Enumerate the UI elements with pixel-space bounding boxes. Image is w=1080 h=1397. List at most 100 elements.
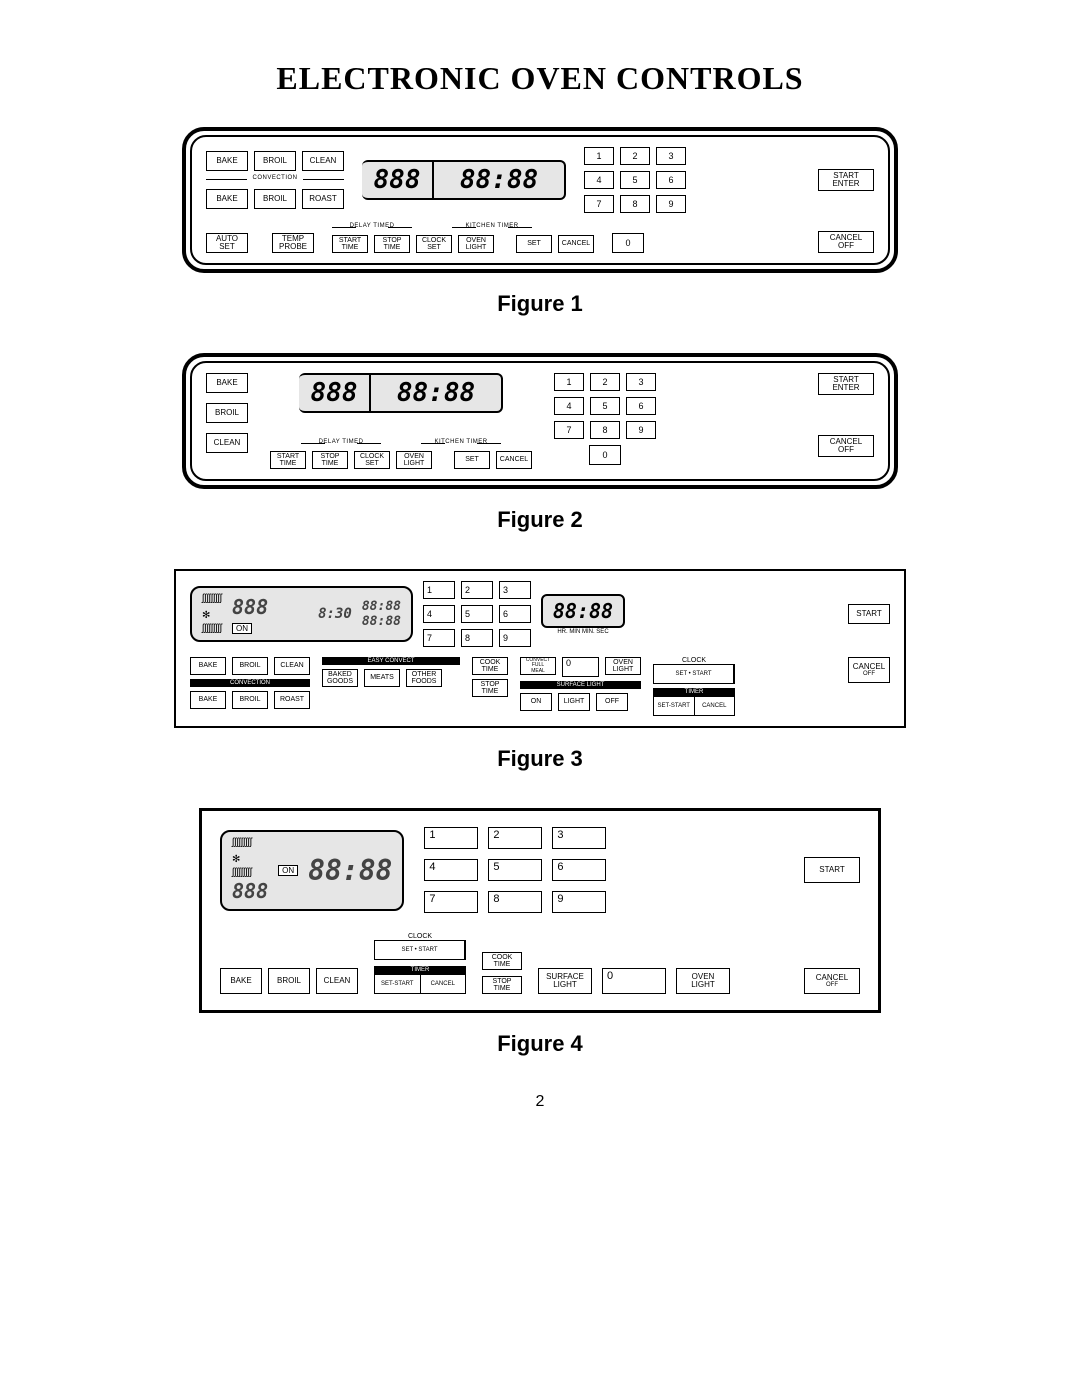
key-5[interactable]: 5: [620, 171, 650, 189]
cancel-button-f2[interactable]: CANCEL: [496, 451, 532, 469]
bake-button-f4[interactable]: BAKE: [220, 968, 262, 994]
clock-set-button-f2[interactable]: CLOCKSET: [354, 451, 390, 469]
key-7-f4[interactable]: 7: [424, 891, 478, 913]
stop-time-button-f4[interactable]: STOPTIME: [482, 976, 522, 994]
key-0[interactable]: 0: [612, 233, 644, 253]
oven-light-button-f4[interactable]: OVENLIGHT: [676, 968, 730, 994]
key-2-f2[interactable]: 2: [590, 373, 620, 391]
key-2-f4[interactable]: 2: [488, 827, 542, 849]
start-button-f3[interactable]: START: [848, 604, 890, 624]
other-foods-button[interactable]: OTHERFOODS: [406, 669, 442, 687]
cancel-off-button-f4[interactable]: CANCELOFF: [804, 968, 860, 994]
start-time-button[interactable]: STARTTIME: [332, 235, 368, 253]
key-1-f2[interactable]: 1: [554, 373, 584, 391]
set-button-f2[interactable]: SET: [454, 451, 490, 469]
oven-light-button-f2[interactable]: OVENLIGHT: [396, 451, 432, 469]
off-button-f3[interactable]: OFF: [596, 693, 628, 711]
cancel-off-button-f3[interactable]: CANCELOFF: [848, 657, 890, 683]
stop-time-button-f3[interactable]: STOPTIME: [472, 679, 508, 697]
key-1[interactable]: 1: [584, 147, 614, 165]
temp-probe-button[interactable]: TEMPPROBE: [272, 233, 314, 253]
key-5-f3[interactable]: 5: [461, 605, 493, 623]
key-3[interactable]: 3: [656, 147, 686, 165]
clean-button-f4[interactable]: CLEAN: [316, 968, 358, 994]
key-4-f2[interactable]: 4: [554, 397, 584, 415]
broil-button[interactable]: BROIL: [254, 151, 296, 171]
clock-set-start-button-f3[interactable]: SET • START: [653, 664, 735, 684]
cook-time-button-f4[interactable]: COOKTIME: [482, 952, 522, 970]
bake-button-f2[interactable]: BAKE: [206, 373, 248, 393]
clean-button[interactable]: CLEAN: [302, 151, 344, 171]
key-8-f3[interactable]: 8: [461, 629, 493, 647]
key-0-f2[interactable]: 0: [589, 445, 621, 465]
start-button-f4[interactable]: START: [804, 857, 860, 883]
timer-set-cancel-button-f3[interactable]: SET-STARTCANCEL: [653, 696, 735, 716]
baked-goods-button[interactable]: BAKEDGOODS: [322, 669, 358, 687]
stop-time-button[interactable]: STOPTIME: [374, 235, 410, 253]
key-0-f3[interactable]: 0: [562, 657, 599, 677]
start-enter-button[interactable]: STARTENTER: [818, 169, 874, 191]
key-9-f3[interactable]: 9: [499, 629, 531, 647]
surface-light-button-f4[interactable]: SURFACELIGHT: [538, 968, 592, 994]
key-6[interactable]: 6: [656, 171, 686, 189]
convect-full-meal-button[interactable]: CONVECTFULLMEAL: [520, 657, 556, 675]
conv-bake-button-f3[interactable]: BAKE: [190, 691, 226, 709]
cook-time-button-f3[interactable]: COOKTIME: [472, 657, 508, 675]
key-4-f3[interactable]: 4: [423, 605, 455, 623]
key-7-f3[interactable]: 7: [423, 629, 455, 647]
key-9[interactable]: 9: [656, 195, 686, 213]
broil-button-f2[interactable]: BROIL: [206, 403, 248, 423]
key-8-f2[interactable]: 8: [590, 421, 620, 439]
clock-set-start-button-f4[interactable]: SET • START: [374, 940, 466, 960]
key-8[interactable]: 8: [620, 195, 650, 213]
oven-light-button-f3[interactable]: OVENLIGHT: [605, 657, 641, 675]
broil-button-f3[interactable]: BROIL: [232, 657, 268, 675]
auto-set-button[interactable]: AUTOSET: [206, 233, 248, 253]
key-7-f2[interactable]: 7: [554, 421, 584, 439]
key-1-f4[interactable]: 1: [424, 827, 478, 849]
key-0-f4[interactable]: 0: [602, 968, 666, 994]
oven-light-button[interactable]: OVENLIGHT: [458, 235, 494, 253]
key-6-f4[interactable]: 6: [552, 859, 606, 881]
key-9-f2[interactable]: 9: [626, 421, 656, 439]
clean-button-f2[interactable]: CLEAN: [206, 433, 248, 453]
key-7[interactable]: 7: [584, 195, 614, 213]
set-button[interactable]: SET: [516, 235, 552, 253]
key-3-f4[interactable]: 3: [552, 827, 606, 849]
key-6-f3[interactable]: 6: [499, 605, 531, 623]
key-2[interactable]: 2: [620, 147, 650, 165]
key-4[interactable]: 4: [584, 171, 614, 189]
figure3-caption: Figure 3: [100, 746, 980, 772]
key-2-f3[interactable]: 2: [461, 581, 493, 599]
conv-roast-button[interactable]: ROAST: [302, 189, 344, 209]
start-time-button-f2[interactable]: STARTTIME: [270, 451, 306, 469]
key-1-f3[interactable]: 1: [423, 581, 455, 599]
conv-broil-button[interactable]: BROIL: [254, 189, 296, 209]
start-enter-button-f2[interactable]: STARTENTER: [818, 373, 874, 395]
key-8-f4[interactable]: 8: [488, 891, 542, 913]
conv-broil-button-f3[interactable]: BROIL: [232, 691, 268, 709]
bake-button[interactable]: BAKE: [206, 151, 248, 171]
key-5-f4[interactable]: 5: [488, 859, 542, 881]
cancel-button[interactable]: CANCEL: [558, 235, 594, 253]
stop-time-button-f2[interactable]: STOPTIME: [312, 451, 348, 469]
key-4-f4[interactable]: 4: [424, 859, 478, 881]
kitchen-timer-label-f2: KITCHEN TIMER: [421, 439, 501, 447]
timer-set-cancel-button-f4[interactable]: SET-STARTCANCEL: [374, 974, 466, 994]
cancel-off-button[interactable]: CANCELOFF: [818, 231, 874, 253]
key-6-f2[interactable]: 6: [626, 397, 656, 415]
clean-button-f3[interactable]: CLEAN: [274, 657, 310, 675]
broil-button-f4[interactable]: BROIL: [268, 968, 310, 994]
key-3-f3[interactable]: 3: [499, 581, 531, 599]
meats-button[interactable]: MEATS: [364, 669, 400, 687]
bake-button-f3[interactable]: BAKE: [190, 657, 226, 675]
key-9-f4[interactable]: 9: [552, 891, 606, 913]
key-3-f2[interactable]: 3: [626, 373, 656, 391]
key-5-f2[interactable]: 5: [590, 397, 620, 415]
on-button-f3[interactable]: ON: [520, 693, 552, 711]
cancel-off-button-f2[interactable]: CANCELOFF: [818, 435, 874, 457]
light-button-f3[interactable]: LIGHT: [558, 693, 590, 711]
conv-bake-button[interactable]: BAKE: [206, 189, 248, 209]
conv-roast-button-f3[interactable]: ROAST: [274, 691, 310, 709]
clock-set-button[interactable]: CLOCKSET: [416, 235, 452, 253]
